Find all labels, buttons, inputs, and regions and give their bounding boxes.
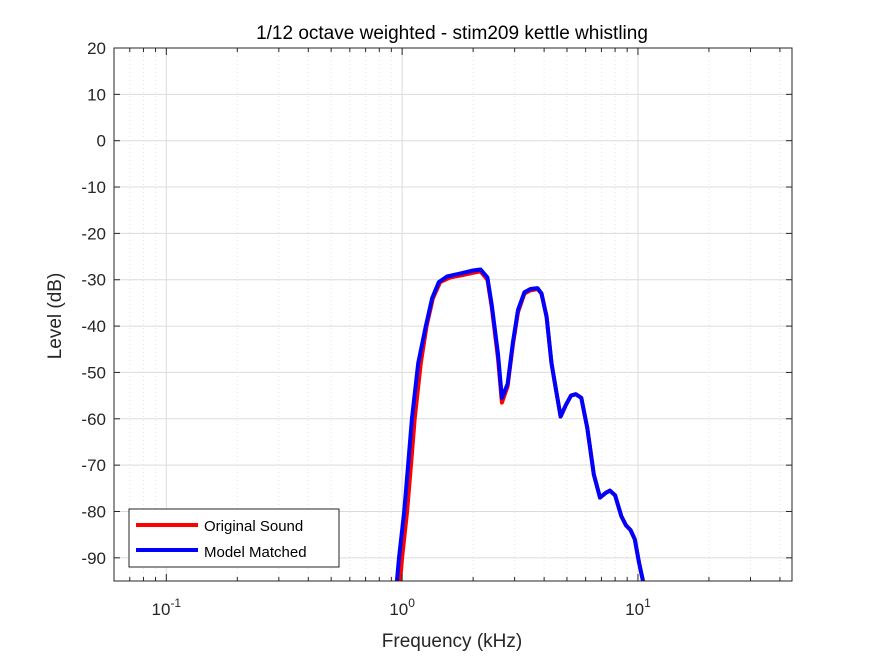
y-tick-label: 0 — [97, 132, 106, 151]
tick-marks — [114, 47, 792, 581]
x-tick-label: 101 — [625, 596, 651, 619]
x-tick-label: 100 — [389, 596, 415, 619]
x-tick-labels: 10-1 100 101 — [152, 596, 652, 619]
y-tick-label: 20 — [87, 39, 106, 58]
y-tick-label: -40 — [81, 317, 106, 336]
grid-lines — [114, 47, 792, 581]
legend-box — [128, 508, 340, 568]
y-tick-label: -10 — [81, 178, 106, 197]
series-line-1 — [394, 267, 645, 582]
chart-title: 1/12 octave weighted - stim209 kettle wh… — [256, 23, 648, 44]
series-group — [394, 267, 645, 582]
legend: Original Sound Model Matched — [128, 508, 340, 568]
legend-label-original-sound: Original Sound — [204, 518, 303, 535]
y-tick-label: -60 — [81, 410, 106, 429]
y-tick-labels: 20 10 0 -10 -20 -30 -40 -50 -60 -70 -80 -90 — [81, 39, 106, 568]
y-tick-label: -30 — [81, 271, 106, 290]
y-tick-label: -80 — [81, 502, 106, 521]
y-tick-label: -90 — [81, 549, 106, 568]
axes-box — [113, 47, 793, 582]
y-tick-label: -20 — [81, 224, 106, 243]
legend-label-model-matched: Model Matched — [204, 544, 307, 561]
y-axis-label: Level (dB) — [45, 273, 66, 360]
x-axis-label: Frequency (kHz) — [382, 631, 522, 652]
y-tick-label: -50 — [81, 363, 106, 382]
plot-area — [114, 48, 792, 581]
x-tick-label: 10-1 — [152, 596, 182, 619]
y-tick-label: -70 — [81, 456, 106, 475]
y-tick-label: 10 — [87, 85, 106, 104]
